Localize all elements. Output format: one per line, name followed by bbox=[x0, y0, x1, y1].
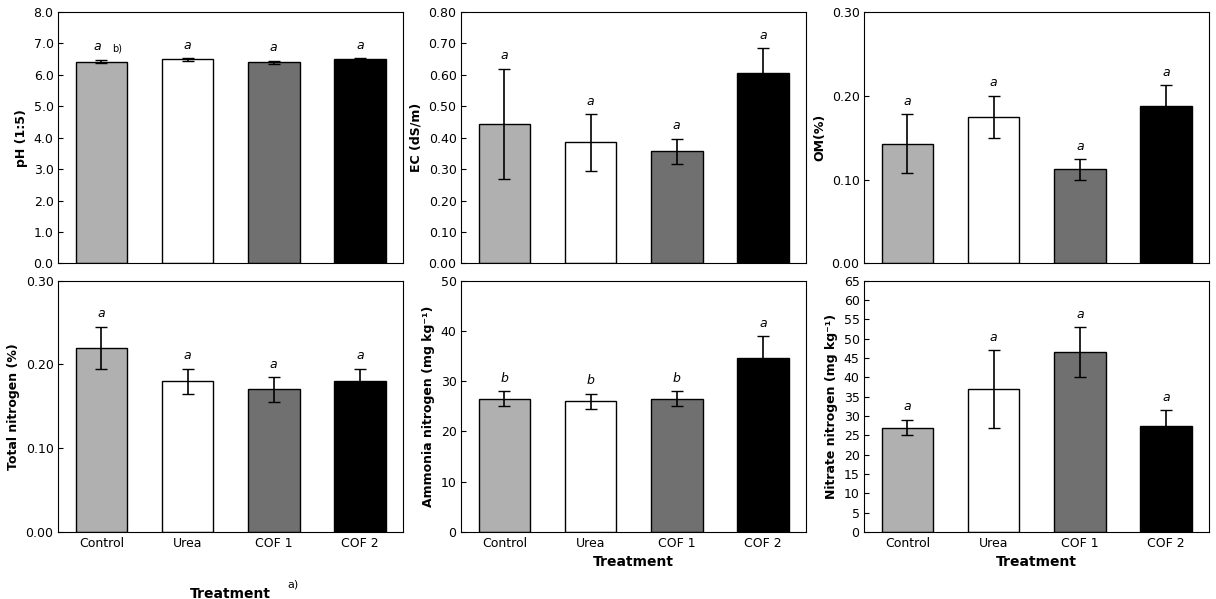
Bar bbox=[882, 144, 934, 264]
Text: b: b bbox=[586, 374, 595, 388]
Text: a: a bbox=[270, 41, 277, 55]
Text: a: a bbox=[672, 119, 681, 132]
Text: b): b) bbox=[112, 43, 122, 53]
Text: a: a bbox=[587, 95, 595, 108]
Bar bbox=[334, 59, 385, 264]
Text: a: a bbox=[1076, 140, 1083, 153]
Text: a: a bbox=[903, 401, 911, 413]
Bar bbox=[968, 117, 1019, 264]
Bar bbox=[479, 399, 530, 532]
Bar bbox=[1054, 170, 1105, 264]
Bar bbox=[651, 399, 703, 532]
Bar bbox=[162, 59, 214, 264]
Y-axis label: Nitrate nitrogen (mg kg⁻¹): Nitrate nitrogen (mg kg⁻¹) bbox=[824, 314, 838, 499]
Text: a: a bbox=[184, 349, 191, 362]
Text: a: a bbox=[903, 95, 911, 108]
Text: a: a bbox=[356, 349, 364, 362]
Text: a: a bbox=[1076, 308, 1083, 320]
Bar bbox=[968, 389, 1019, 532]
Y-axis label: pH (1:5): pH (1:5) bbox=[15, 108, 28, 167]
Text: a: a bbox=[759, 29, 767, 42]
Text: Treatment: Treatment bbox=[190, 587, 271, 599]
Text: a: a bbox=[356, 38, 364, 52]
Text: b: b bbox=[672, 372, 681, 385]
Text: a: a bbox=[990, 331, 997, 344]
Bar bbox=[248, 389, 299, 532]
Text: a: a bbox=[270, 358, 277, 371]
Bar bbox=[1141, 106, 1192, 264]
Text: a: a bbox=[1162, 391, 1170, 404]
Bar bbox=[334, 381, 385, 532]
Bar bbox=[1141, 425, 1192, 532]
Text: a: a bbox=[1162, 65, 1170, 78]
Y-axis label: OM(%): OM(%) bbox=[814, 114, 826, 161]
Bar bbox=[651, 151, 703, 264]
Text: b: b bbox=[501, 372, 508, 385]
Text: a: a bbox=[501, 49, 508, 62]
Text: a: a bbox=[97, 307, 106, 320]
Bar bbox=[737, 73, 789, 264]
Text: a: a bbox=[759, 316, 767, 329]
Text: a: a bbox=[184, 39, 191, 52]
Y-axis label: Ammonia nitrogen (mg kg⁻¹): Ammonia nitrogen (mg kg⁻¹) bbox=[422, 305, 435, 507]
X-axis label: Treatment: Treatment bbox=[593, 555, 674, 569]
Bar bbox=[75, 62, 128, 264]
Bar bbox=[882, 428, 934, 532]
Bar bbox=[248, 62, 299, 264]
Bar bbox=[1054, 352, 1105, 532]
Y-axis label: EC (dS/m): EC (dS/m) bbox=[410, 103, 423, 173]
Bar bbox=[162, 381, 214, 532]
Text: a: a bbox=[94, 40, 101, 53]
Bar bbox=[564, 143, 617, 264]
Bar bbox=[737, 358, 789, 532]
Text: a): a) bbox=[287, 580, 298, 589]
Bar bbox=[564, 401, 617, 532]
Bar bbox=[75, 347, 128, 532]
X-axis label: Treatment: Treatment bbox=[996, 555, 1077, 569]
Bar bbox=[479, 123, 530, 264]
Text: a: a bbox=[990, 77, 997, 89]
Y-axis label: Total nitrogen (%): Total nitrogen (%) bbox=[7, 343, 19, 470]
